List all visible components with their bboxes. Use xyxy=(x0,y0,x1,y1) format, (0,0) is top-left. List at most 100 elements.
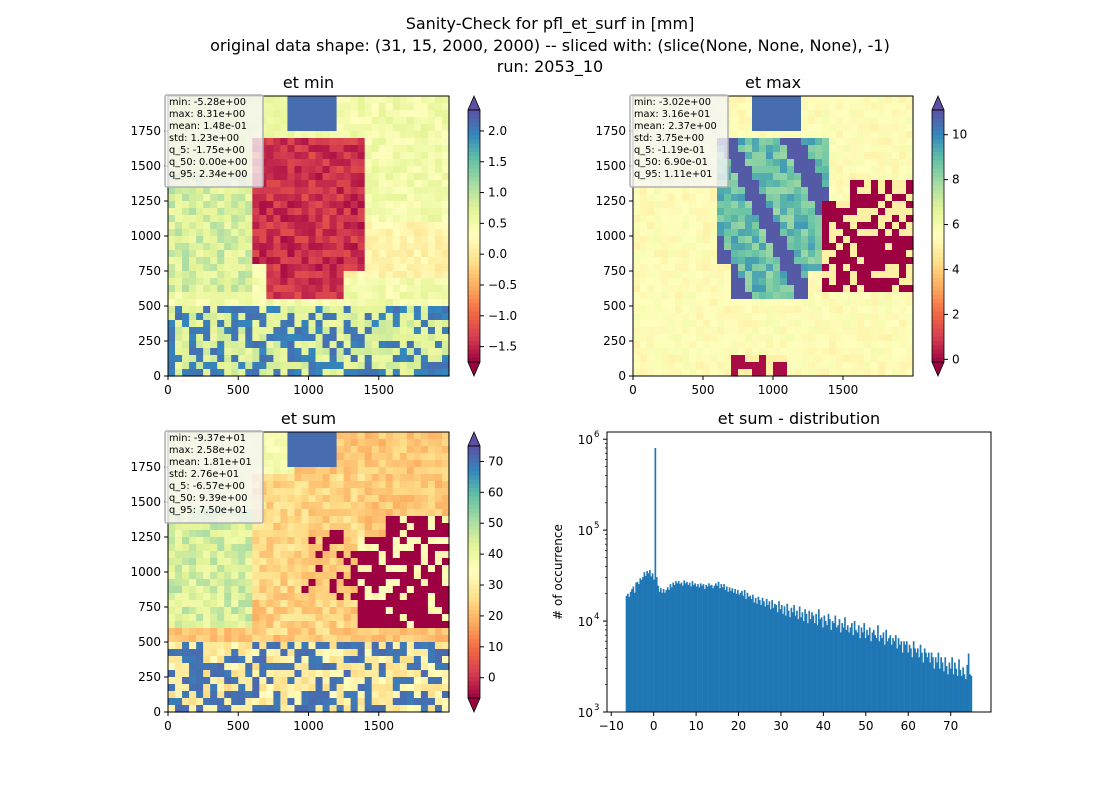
heatmap-cell xyxy=(682,334,690,342)
heatmap-cell xyxy=(336,138,345,146)
heatmap-cell xyxy=(724,348,732,356)
heatmap-cell xyxy=(280,369,289,377)
heatmap-cell xyxy=(759,362,767,370)
heatmap-cell xyxy=(217,236,225,244)
heatmap-cell xyxy=(766,306,774,314)
heatmap-cell xyxy=(427,446,436,454)
heatmap-cell xyxy=(322,621,331,629)
heatmap-cell xyxy=(773,264,781,272)
heatmap-cell xyxy=(245,558,253,566)
heatmap-cell xyxy=(801,103,809,111)
heatmap-cell xyxy=(182,222,190,230)
heatmap-cell xyxy=(364,642,373,650)
heatmap-cell xyxy=(703,278,711,286)
heatmap-cell xyxy=(378,642,387,650)
colorbar: −1.5−1.0−0.50.00.51.01.52.0 xyxy=(467,94,517,378)
heatmap-cell xyxy=(738,341,746,349)
heatmap-cell xyxy=(752,250,760,258)
heatmap-cell xyxy=(280,565,289,573)
heatmap-cell xyxy=(266,166,274,174)
heatmap-cell xyxy=(294,320,303,328)
heatmap-cell xyxy=(689,341,697,349)
heatmap-cell xyxy=(294,656,303,664)
heatmap-cell xyxy=(392,285,401,293)
heatmap-cell xyxy=(301,117,310,125)
heatmap-cell xyxy=(287,243,296,251)
heatmap-cell xyxy=(238,628,246,636)
stats-line: max: 3.16e+01 xyxy=(634,109,710,120)
heatmap-cell xyxy=(661,250,669,258)
heatmap-cell xyxy=(420,236,429,244)
heatmap-cell xyxy=(315,691,324,699)
heatmap-cell xyxy=(710,229,718,237)
x-tick-label: 0 xyxy=(629,383,637,397)
heatmap-cell xyxy=(794,285,802,293)
heatmap-cell xyxy=(287,684,296,692)
heatmap-cell xyxy=(399,656,408,664)
heatmap-cell xyxy=(308,670,317,678)
heatmap-cell xyxy=(329,516,338,524)
heatmap-cell xyxy=(322,334,331,342)
heatmap-cell xyxy=(329,432,338,440)
heatmap-cell xyxy=(287,194,296,202)
heatmap-cell xyxy=(731,271,739,279)
heatmap-cell xyxy=(647,285,655,293)
heatmap-cell xyxy=(815,117,823,125)
heatmap-cell xyxy=(357,285,366,293)
heatmap-cell xyxy=(273,187,282,195)
heatmap-cell xyxy=(878,243,886,251)
heatmap-cell xyxy=(892,229,900,237)
heatmap-cell xyxy=(703,208,711,216)
heatmap-cell xyxy=(878,131,886,139)
heatmap-cell xyxy=(696,257,704,265)
heatmap-cell xyxy=(703,292,711,300)
heatmap-cell xyxy=(308,593,317,601)
heatmap-cell xyxy=(392,565,401,573)
heatmap-cell xyxy=(266,698,274,706)
heatmap-cell xyxy=(273,642,282,650)
heatmap-cell xyxy=(266,467,274,475)
heatmap-cell xyxy=(364,362,373,370)
heatmap-cell xyxy=(413,565,422,573)
heatmap-cell xyxy=(738,222,746,230)
heatmap-cell xyxy=(654,341,662,349)
heatmap-cell xyxy=(385,516,394,524)
heatmap-cell xyxy=(245,334,253,342)
heatmap-cell xyxy=(378,446,387,454)
heatmap-cell xyxy=(878,187,886,195)
heatmap-cell xyxy=(857,285,865,293)
heatmap-cell xyxy=(175,691,183,699)
heatmap-cell xyxy=(801,138,809,146)
heatmap-cell xyxy=(815,110,823,118)
heatmap-cell xyxy=(654,299,662,307)
heatmap-cell xyxy=(794,180,802,188)
heatmap-cell xyxy=(766,285,774,293)
heatmap-cell xyxy=(301,166,310,174)
heatmap-cell xyxy=(738,313,746,321)
heatmap-cell xyxy=(434,656,443,664)
heatmap-cell xyxy=(406,334,415,342)
heatmap-cell xyxy=(385,698,394,706)
heatmap-cell xyxy=(885,334,893,342)
heatmap-cell xyxy=(773,348,781,356)
heatmap-cell xyxy=(301,649,310,657)
heatmap-cell xyxy=(441,369,450,377)
heatmap-cell xyxy=(752,278,760,286)
heatmap-cell xyxy=(322,320,331,328)
heatmap-cell xyxy=(189,684,197,692)
heatmap-cell xyxy=(364,110,373,118)
heatmap-cell xyxy=(336,642,345,650)
heatmap-cell xyxy=(308,607,317,615)
heatmap-cell xyxy=(808,166,816,174)
heatmap-cell xyxy=(640,264,648,272)
heatmap-cell xyxy=(189,628,197,636)
heatmap-cell xyxy=(392,698,401,706)
heatmap-cell xyxy=(259,677,267,685)
heatmap-cell xyxy=(294,432,303,440)
heatmap-cell xyxy=(689,264,697,272)
heatmap-cell xyxy=(217,334,225,342)
heatmap-cell xyxy=(392,348,401,356)
heatmap-cell xyxy=(336,698,345,706)
heatmap-cell xyxy=(640,194,648,202)
